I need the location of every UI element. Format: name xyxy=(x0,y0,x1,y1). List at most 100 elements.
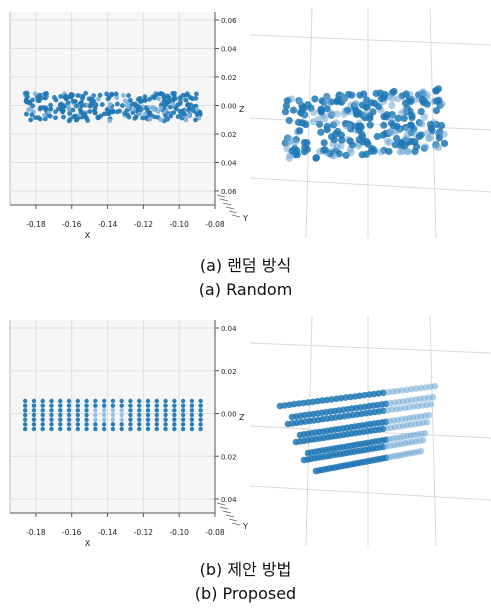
data-point xyxy=(66,408,72,413)
data-point xyxy=(177,95,183,101)
data-point xyxy=(163,422,168,427)
data-point xyxy=(61,114,66,120)
tick-label-z: 0.02 xyxy=(221,131,237,139)
data-point xyxy=(101,412,107,418)
data-point xyxy=(165,116,170,122)
data-point xyxy=(189,408,195,413)
data-point xyxy=(134,103,140,109)
tick-label-x: -0.12 xyxy=(134,220,154,229)
data-point xyxy=(154,398,159,404)
data-point xyxy=(58,426,63,432)
tick-label-x: -0.10 xyxy=(169,528,189,537)
data-point xyxy=(190,108,196,113)
tick-label-x: -0.14 xyxy=(98,220,118,229)
grid-line xyxy=(250,34,491,46)
data-point xyxy=(66,403,72,408)
data-point xyxy=(312,154,320,162)
data-point xyxy=(296,98,304,106)
data-point xyxy=(323,104,331,113)
data-point xyxy=(40,398,45,404)
data-point xyxy=(84,412,89,418)
data-point xyxy=(31,422,37,427)
data-point xyxy=(93,422,98,427)
data-point xyxy=(186,112,192,118)
data-point xyxy=(425,411,433,419)
grid-line xyxy=(305,7,313,239)
tick-y xyxy=(225,206,235,210)
data-point xyxy=(30,103,36,109)
data-point xyxy=(75,93,81,98)
tick-label-x: -0.08 xyxy=(205,220,225,229)
data-point xyxy=(431,142,439,150)
axis-label-x: X xyxy=(85,231,91,240)
chart-a-front: 0.06 0.04 0.02 0.00 0.02 0.04 0.06 Y -0.18 -0.16 -… xyxy=(9,12,248,240)
data-point xyxy=(172,412,177,418)
data-point xyxy=(49,408,54,413)
data-point xyxy=(101,417,107,422)
axis-label-z: Z xyxy=(239,105,245,114)
data-point xyxy=(402,134,410,143)
data-point xyxy=(426,120,435,129)
data-point xyxy=(160,92,166,97)
data-point xyxy=(137,417,142,422)
data-point xyxy=(137,403,142,408)
chart-a-front-points xyxy=(22,90,203,124)
data-point xyxy=(180,408,186,413)
data-point xyxy=(49,417,54,422)
data-point xyxy=(31,426,37,432)
data-point xyxy=(170,101,176,107)
tick-y xyxy=(225,514,235,518)
data-point xyxy=(420,113,428,121)
data-point xyxy=(300,104,308,113)
data-point xyxy=(101,398,107,404)
data-point xyxy=(101,403,107,408)
data-point xyxy=(328,110,336,118)
data-point xyxy=(35,98,41,104)
data-point xyxy=(80,96,85,101)
tick-label-z: 0.04 xyxy=(221,160,237,168)
data-point xyxy=(128,398,133,404)
data-point xyxy=(138,107,144,112)
data-point xyxy=(40,426,45,432)
data-point xyxy=(40,412,45,418)
data-point xyxy=(79,103,85,109)
data-point xyxy=(29,112,35,118)
data-point xyxy=(31,412,37,418)
data-point xyxy=(163,398,168,404)
data-point xyxy=(323,98,331,107)
data-point xyxy=(75,417,81,422)
data-point xyxy=(366,121,374,129)
data-point xyxy=(107,118,112,124)
data-point xyxy=(353,110,361,118)
data-point xyxy=(163,403,168,408)
data-point xyxy=(388,101,396,110)
data-point xyxy=(40,417,45,422)
data-point xyxy=(396,148,404,156)
data-point xyxy=(122,110,128,116)
data-point xyxy=(354,142,362,150)
data-point xyxy=(417,447,425,455)
data-point xyxy=(36,115,41,121)
data-point xyxy=(40,403,45,408)
data-point xyxy=(110,417,116,422)
data-point xyxy=(22,422,28,427)
tick-label-x: -0.14 xyxy=(98,528,118,537)
tick-label-x: -0.10 xyxy=(169,220,189,229)
data-point xyxy=(366,112,374,120)
data-point xyxy=(198,426,203,432)
data-point xyxy=(66,118,72,124)
data-point xyxy=(183,97,189,103)
data-point xyxy=(119,426,124,432)
data-point xyxy=(158,105,164,111)
chart-a-persp-points xyxy=(281,85,449,162)
data-point xyxy=(423,91,431,99)
data-point xyxy=(84,422,89,427)
data-point xyxy=(393,122,401,130)
data-point xyxy=(66,417,72,422)
data-point xyxy=(151,95,157,101)
data-point xyxy=(107,101,113,107)
data-point xyxy=(43,105,49,111)
data-point xyxy=(91,108,97,114)
tick-y xyxy=(219,506,229,510)
data-point xyxy=(147,96,152,102)
